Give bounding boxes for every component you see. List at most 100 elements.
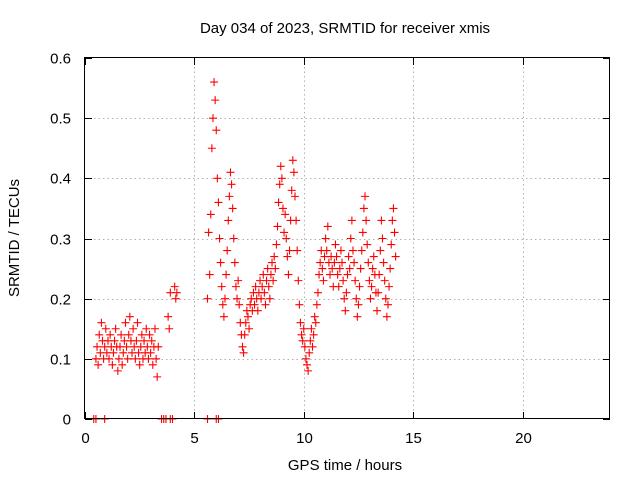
data-point bbox=[338, 258, 347, 267]
data-point bbox=[121, 318, 130, 327]
data-point bbox=[387, 240, 396, 249]
data-point bbox=[212, 126, 221, 135]
data-point bbox=[357, 246, 366, 255]
data-point bbox=[289, 168, 298, 177]
data-point bbox=[276, 162, 285, 171]
data-point bbox=[233, 294, 242, 303]
data-point bbox=[219, 312, 228, 321]
data-point bbox=[147, 336, 156, 345]
data-point bbox=[298, 336, 307, 345]
data-point bbox=[303, 360, 312, 369]
data-point bbox=[110, 336, 119, 345]
data-point bbox=[108, 360, 117, 369]
data-point bbox=[369, 252, 378, 261]
data-point bbox=[352, 294, 361, 303]
data-point bbox=[343, 270, 352, 279]
x-tick-label: 0 bbox=[81, 430, 89, 447]
data-point bbox=[319, 276, 328, 285]
data-point bbox=[388, 216, 397, 225]
x-tick-label: 15 bbox=[405, 430, 422, 447]
data-point bbox=[208, 114, 217, 123]
data-point bbox=[315, 270, 324, 279]
data-point bbox=[322, 246, 331, 255]
data-point bbox=[137, 330, 146, 339]
data-point bbox=[142, 324, 151, 333]
y-tick-label: 0 bbox=[63, 412, 71, 429]
data-point bbox=[111, 324, 120, 333]
data-point bbox=[310, 312, 319, 321]
data-point bbox=[119, 348, 128, 357]
data-point bbox=[109, 348, 118, 357]
data-point bbox=[341, 306, 350, 315]
data-point bbox=[140, 336, 149, 345]
data-point bbox=[95, 330, 104, 339]
data-point bbox=[334, 282, 343, 291]
data-point bbox=[385, 282, 394, 291]
data-point bbox=[364, 258, 373, 267]
data-point bbox=[375, 270, 384, 279]
data-point bbox=[259, 270, 268, 279]
data-point bbox=[296, 318, 305, 327]
data-point bbox=[307, 324, 316, 333]
data-point bbox=[269, 276, 278, 285]
data-point bbox=[285, 246, 294, 255]
data-point bbox=[297, 330, 306, 339]
data-point bbox=[274, 198, 283, 207]
data-point bbox=[171, 294, 180, 303]
data-point bbox=[239, 348, 248, 357]
data-point bbox=[93, 342, 102, 351]
data-point bbox=[152, 354, 161, 363]
data-point bbox=[91, 354, 100, 363]
x-tick-label: 10 bbox=[296, 430, 313, 447]
data-point bbox=[221, 294, 229, 303]
data-point bbox=[381, 294, 390, 303]
data-point bbox=[304, 366, 313, 375]
data-point bbox=[335, 264, 344, 273]
data-point bbox=[339, 276, 348, 285]
data-point bbox=[326, 270, 334, 279]
data-point bbox=[280, 228, 289, 237]
axis-ticks: 0 0.1 0.2 0.3 0.4 0.5 0.6 0 5 10 15 20 bbox=[50, 51, 610, 447]
data-point bbox=[368, 264, 377, 273]
data-point bbox=[97, 318, 106, 327]
data-point bbox=[122, 342, 131, 351]
data-point bbox=[390, 228, 399, 237]
data-point bbox=[250, 300, 259, 309]
data-point bbox=[227, 180, 236, 189]
data-point bbox=[333, 270, 342, 279]
data-point bbox=[228, 204, 237, 213]
x-axis-title: GPS time / hours bbox=[288, 457, 402, 474]
data-point bbox=[391, 252, 400, 261]
data-point bbox=[382, 312, 391, 321]
data-point bbox=[374, 288, 383, 297]
data-point bbox=[215, 234, 224, 243]
data-point bbox=[336, 246, 345, 255]
data-point bbox=[367, 282, 376, 291]
data-point bbox=[105, 354, 114, 363]
data-point bbox=[261, 300, 270, 309]
data-point bbox=[291, 192, 299, 201]
data-point bbox=[146, 348, 155, 357]
data-point bbox=[118, 360, 127, 369]
data-point bbox=[332, 252, 341, 261]
data-point bbox=[114, 354, 123, 363]
data-point bbox=[300, 342, 309, 351]
data-point bbox=[284, 270, 293, 279]
data-point bbox=[323, 222, 332, 231]
y-tick-label: 0.2 bbox=[50, 292, 71, 309]
data-point bbox=[321, 234, 330, 243]
data-point bbox=[347, 216, 356, 225]
data-point bbox=[106, 330, 115, 339]
data-point bbox=[316, 258, 325, 267]
data-point bbox=[263, 264, 272, 273]
data-point bbox=[282, 234, 291, 243]
data-point bbox=[353, 312, 362, 321]
data-point bbox=[328, 264, 337, 273]
data-point bbox=[224, 216, 233, 225]
chart-title: Day 034 of 2023, SRMTID for receiver xmi… bbox=[200, 20, 490, 37]
data-point bbox=[275, 180, 284, 189]
data-point bbox=[277, 174, 286, 183]
data-point bbox=[389, 204, 398, 213]
data-point bbox=[101, 324, 110, 333]
data-point bbox=[350, 258, 359, 267]
